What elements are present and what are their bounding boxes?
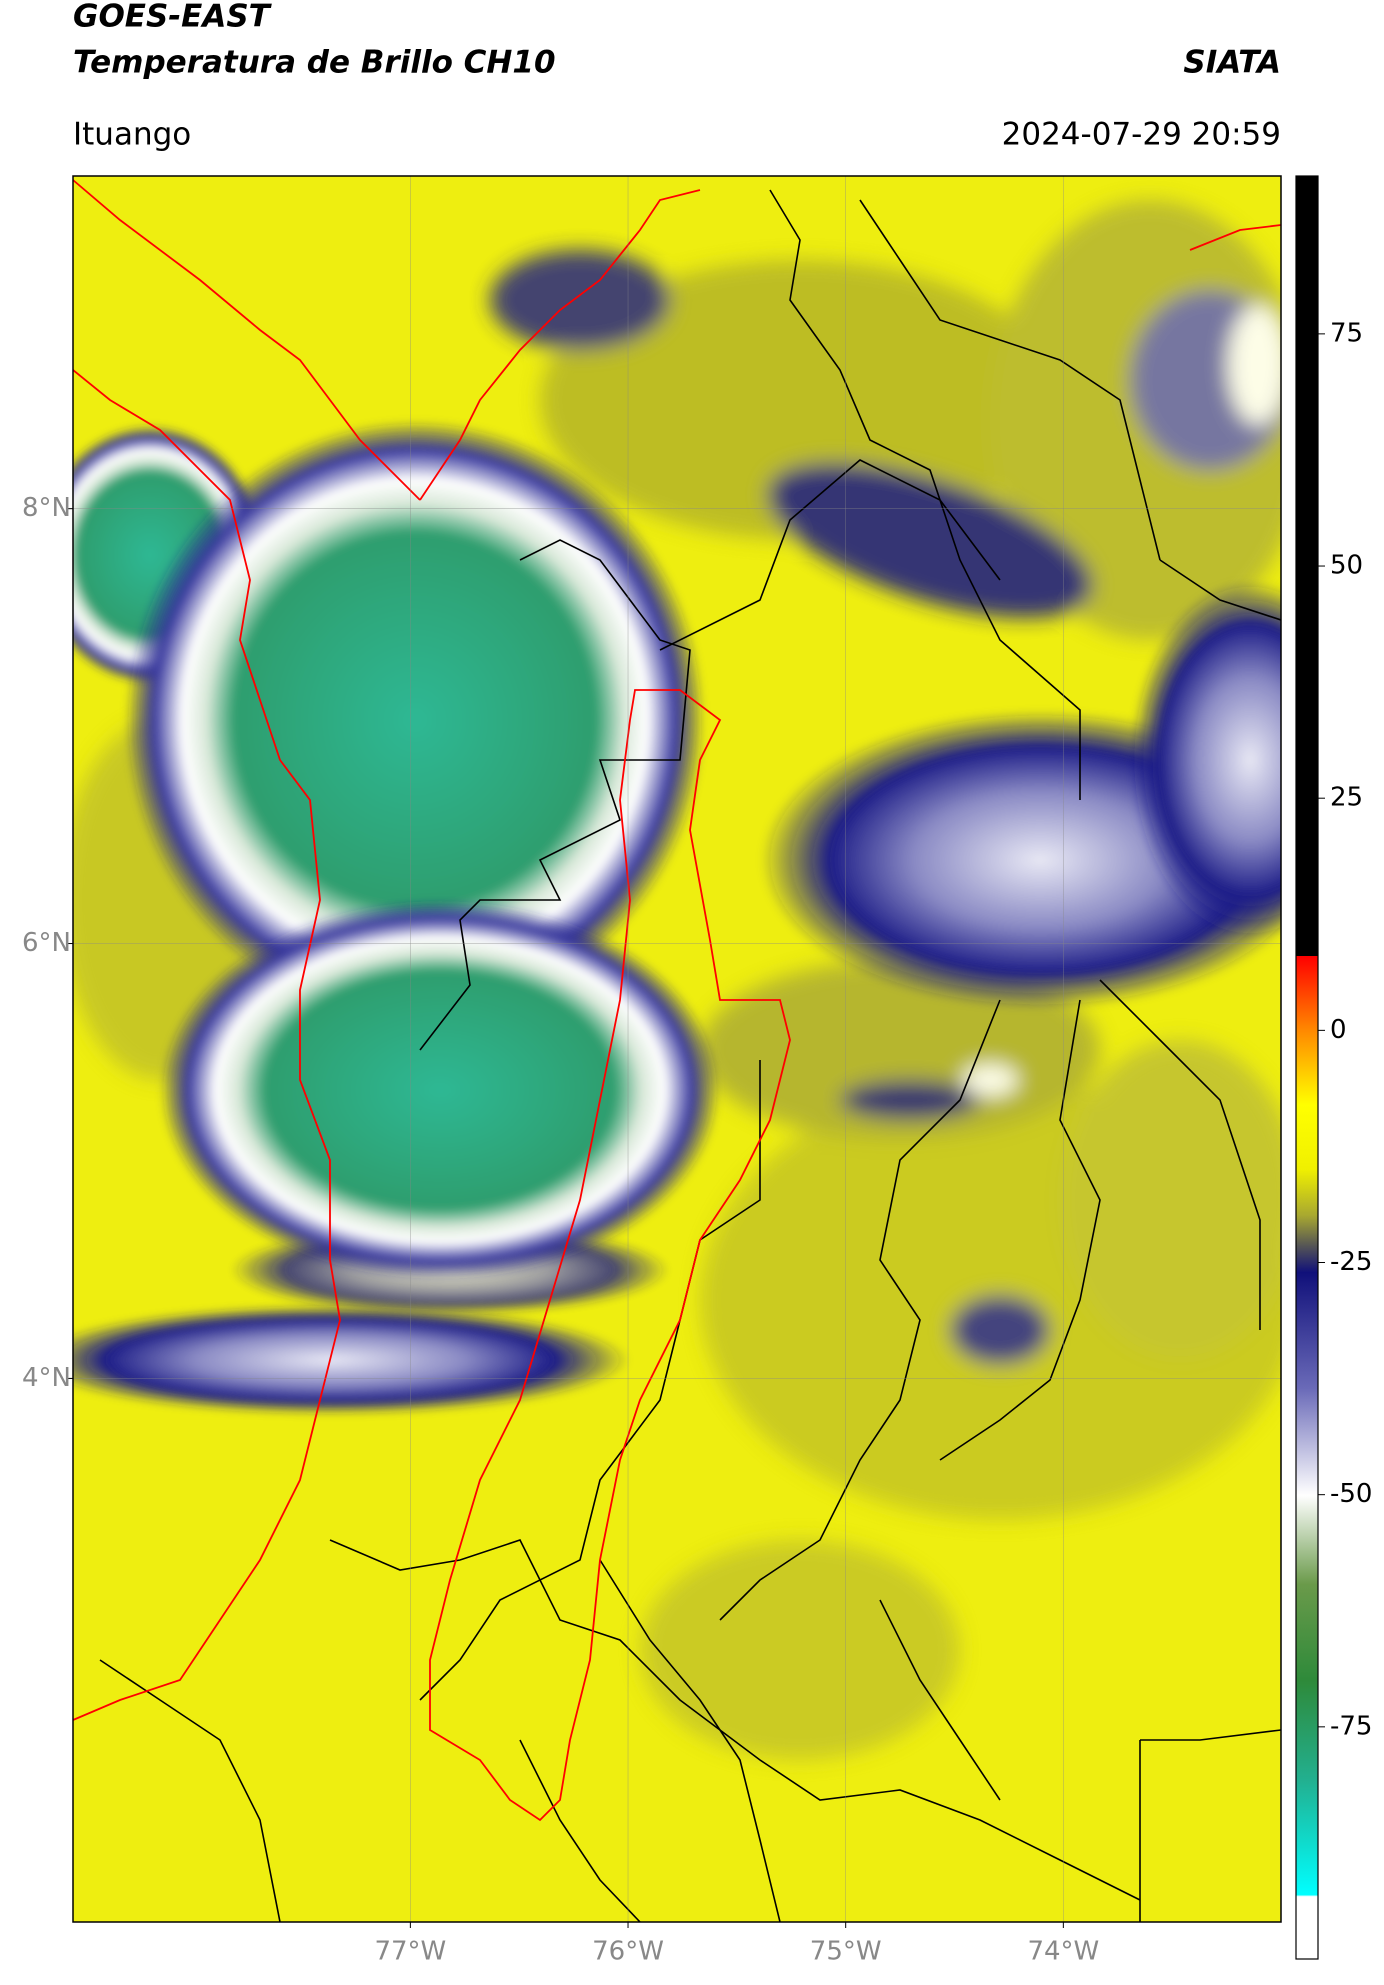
- colorbar: [1295, 175, 1319, 1960]
- y-tick-label: 6°N: [22, 928, 71, 958]
- location: Ituango: [73, 117, 191, 153]
- satellite-image: [73, 176, 1281, 1922]
- x-tick-label: 77°W: [374, 1937, 446, 1967]
- title-product: Temperatura de Brillo CH10: [73, 45, 556, 81]
- map-frame: [72, 175, 1282, 1923]
- organization: SIATA: [1183, 45, 1281, 81]
- grid: [73, 176, 1281, 1922]
- x-tick-label: 75°W: [810, 1937, 882, 1967]
- y-tick-label: 4°N: [22, 1363, 71, 1393]
- colorbar-tick-label: -25: [1330, 1247, 1372, 1277]
- title-satellite: GOES-EAST: [73, 0, 273, 35]
- y-tick-label: 8°N: [22, 493, 71, 523]
- datetime: 2024-07-29 20:59: [1002, 117, 1281, 153]
- colorbar-tick-label: 75: [1330, 318, 1363, 348]
- colorbar-tick-label: -50: [1330, 1479, 1372, 1509]
- x-tick-label: 74°W: [1027, 1937, 1099, 1967]
- colorbar-tick-label: 50: [1330, 551, 1363, 581]
- colorbar-tick-label: -75: [1330, 1711, 1372, 1741]
- x-tick-label: 76°W: [592, 1937, 664, 1967]
- colorbar-tick-label: 0: [1330, 1015, 1347, 1045]
- colorbar-tick-label: 25: [1330, 783, 1363, 813]
